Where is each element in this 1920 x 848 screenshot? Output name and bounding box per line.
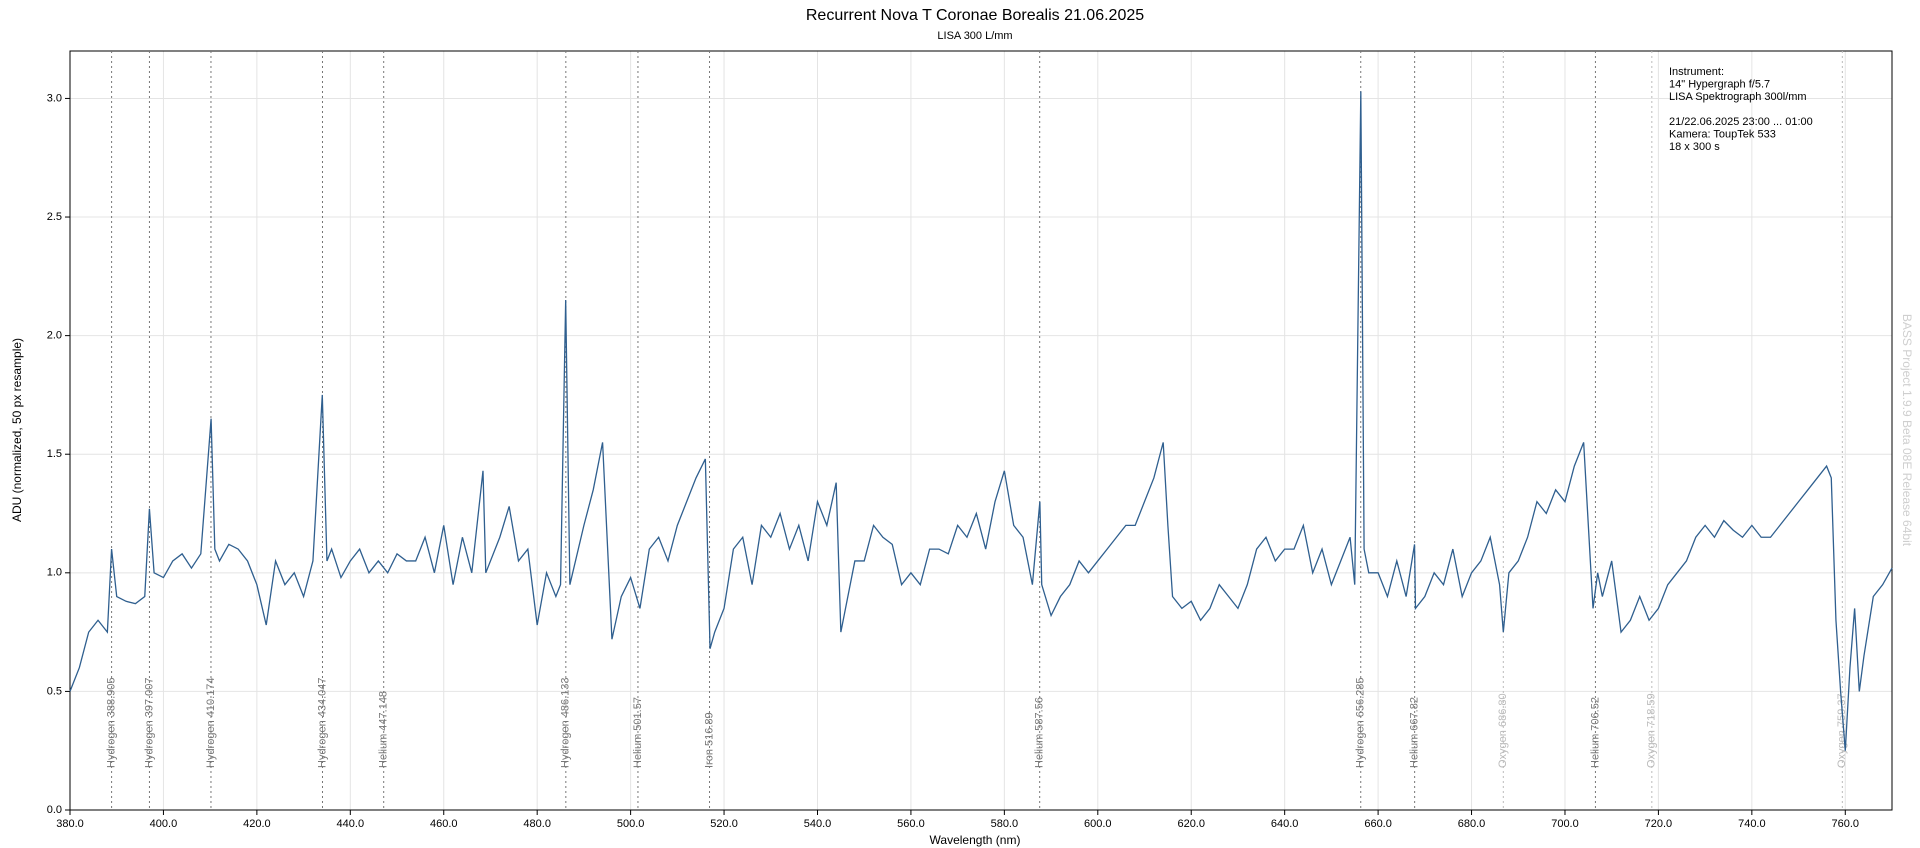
x-axis-label: Wavelength (nm): [930, 833, 1021, 847]
watermark: BASS Project 1.9.9 Beta 08E Release 64bi…: [1900, 314, 1914, 547]
x-tick-label: 660.0: [1364, 818, 1392, 830]
spectral-line-label: Oxygen 718.59: [1646, 693, 1658, 768]
x-tick-label: 700.0: [1551, 818, 1579, 830]
spectral-line-label: Helium 587.56: [1034, 697, 1046, 768]
spectral-line-label: Iron 516.89: [703, 712, 715, 768]
y-tick-label: 2.0: [47, 330, 62, 342]
x-tick-label: 580.0: [991, 818, 1019, 830]
x-tick-label: 500.0: [617, 818, 645, 830]
x-tick-label: 740.0: [1738, 818, 1766, 830]
annotation: 18 x 300 s: [1669, 141, 1720, 153]
x-tick-label: 400.0: [150, 818, 178, 830]
x-tick-label: 520.0: [710, 818, 738, 830]
spectral-line-label: Hydrogen 397.007: [143, 677, 155, 768]
annotation: 14" Hypergraph f/5.7: [1669, 78, 1770, 90]
y-tick-label: 3.0: [47, 92, 62, 104]
x-tick-label: 760.0: [1832, 818, 1860, 830]
x-tick-label: 600.0: [1084, 818, 1112, 830]
y-tick-label: 1.0: [47, 567, 62, 579]
chart-title: Recurrent Nova T Coronae Borealis 21.06.…: [806, 7, 1144, 24]
x-tick-label: 720.0: [1645, 818, 1673, 830]
spectral-line-label: Helium 501.57: [632, 697, 644, 768]
spectrum-line: [69, 91, 1893, 751]
x-tick-label: 420.0: [243, 818, 271, 830]
x-tick-label: 480.0: [523, 818, 551, 830]
annotation: Kamera: ToupTek 533: [1669, 128, 1776, 140]
y-axis-label: ADU (normalized, 50 px resample): [10, 338, 24, 522]
spectral-line-label: Hydrogen 486.133: [560, 677, 572, 768]
y-tick-label: 0.0: [47, 804, 62, 816]
spectral-line-label: Helium 447.148: [378, 691, 390, 768]
x-tick-label: 640.0: [1271, 818, 1299, 830]
spectral-line-label: Hydrogen 410.174: [205, 677, 217, 768]
annotation: 21/22.06.2025 23:00 ... 01:00: [1669, 116, 1813, 128]
spectral-line-label: Hydrogen 388.905: [106, 677, 118, 768]
x-tick-label: 620.0: [1177, 818, 1205, 830]
y-tick-label: 2.5: [47, 211, 62, 223]
annotation: LISA Spektrograph 300l/mm: [1669, 91, 1807, 103]
spectral-line-label: Hydrogen 656.285: [1355, 677, 1367, 768]
x-tick-label: 680.0: [1458, 818, 1486, 830]
spectral-line-label: Oxygen 686.80: [1497, 693, 1509, 768]
x-tick-label: 440.0: [337, 818, 365, 830]
plot-frame: [69, 50, 1893, 811]
x-tick-label: 540.0: [804, 818, 832, 830]
y-tick-label: 1.5: [47, 448, 62, 460]
spectral-line-label: Hydrogen 434.047: [316, 677, 328, 768]
chart-subtitle: LISA 300 L/mm: [937, 30, 1012, 42]
x-tick-label: 380.0: [56, 818, 84, 830]
annotation: Instrument:: [1669, 66, 1724, 78]
spectral-line-label: Helium 667.82: [1409, 697, 1421, 768]
y-tick-label: 0.5: [47, 685, 62, 697]
x-tick-label: 460.0: [430, 818, 458, 830]
x-tick-label: 560.0: [897, 818, 925, 830]
spectral-line-label: Helium 706.52: [1589, 697, 1601, 768]
